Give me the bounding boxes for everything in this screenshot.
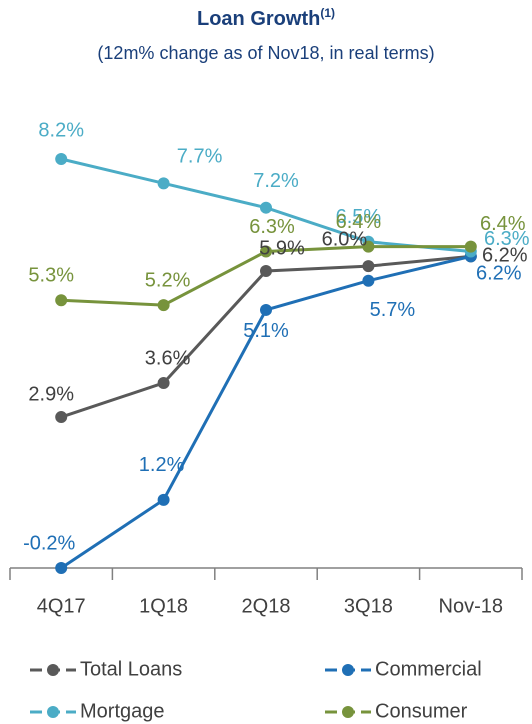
- value-label: 6.2%: [476, 263, 522, 285]
- value-label: 5.3%: [28, 264, 74, 286]
- value-label: 5.7%: [370, 299, 416, 321]
- legend-marker: [47, 706, 59, 718]
- value-label: 2.9%: [28, 383, 74, 405]
- value-label: 6.3%: [484, 228, 530, 250]
- value-label: 6.4%: [336, 211, 382, 233]
- value-label: 6.4%: [480, 213, 526, 235]
- value-label: -0.2%: [23, 532, 75, 554]
- x-tick-label: Nov-18: [439, 595, 503, 617]
- value-label: 5.9%: [259, 237, 305, 259]
- legend-marker: [47, 664, 59, 676]
- title-text: Loan Growth: [197, 8, 320, 30]
- value-label: 6.0%: [322, 228, 368, 250]
- point: [362, 260, 375, 273]
- chart-title: Loan Growth(1): [197, 6, 335, 30]
- point: [55, 294, 68, 307]
- x-tick-label: 1Q18: [139, 595, 188, 617]
- value-label: 6.5%: [336, 206, 382, 228]
- point: [157, 177, 170, 190]
- point: [362, 274, 375, 287]
- value-label: 7.2%: [253, 170, 299, 192]
- point: [260, 303, 272, 316]
- legend-label: Consumer: [375, 700, 468, 722]
- legend-marker: [342, 664, 354, 676]
- value-label: 3.6%: [145, 347, 191, 369]
- point: [55, 562, 68, 574]
- point: [464, 240, 477, 253]
- point: [157, 299, 170, 312]
- title-note: (1): [320, 6, 335, 20]
- point: [260, 201, 272, 214]
- point: [55, 411, 68, 424]
- value-label: 5.2%: [145, 269, 191, 291]
- point: [55, 153, 68, 165]
- point: [260, 245, 272, 258]
- x-tick-label: 3Q18: [344, 595, 393, 617]
- value-label: 7.7%: [177, 146, 223, 168]
- point: [157, 493, 170, 506]
- point: [362, 240, 375, 253]
- point: [157, 376, 170, 389]
- value-label: 1.2%: [139, 454, 185, 476]
- chart-subtitle: (12m% change as of Nov18, in real terms): [97, 43, 434, 63]
- legend-label: Total Loans: [80, 658, 182, 680]
- x-tick-label: 4Q17: [37, 595, 86, 617]
- legend-label: Commercial: [375, 658, 482, 680]
- value-label: 6.2%: [482, 245, 528, 267]
- value-label: 6.3%: [249, 216, 295, 238]
- value-label: 5.1%: [243, 320, 289, 342]
- value-label: 8.2%: [38, 119, 84, 141]
- x-tick-label: 2Q18: [242, 595, 291, 617]
- legend-marker: [342, 706, 354, 718]
- legend-label: Mortgage: [80, 700, 165, 722]
- point: [260, 264, 272, 277]
